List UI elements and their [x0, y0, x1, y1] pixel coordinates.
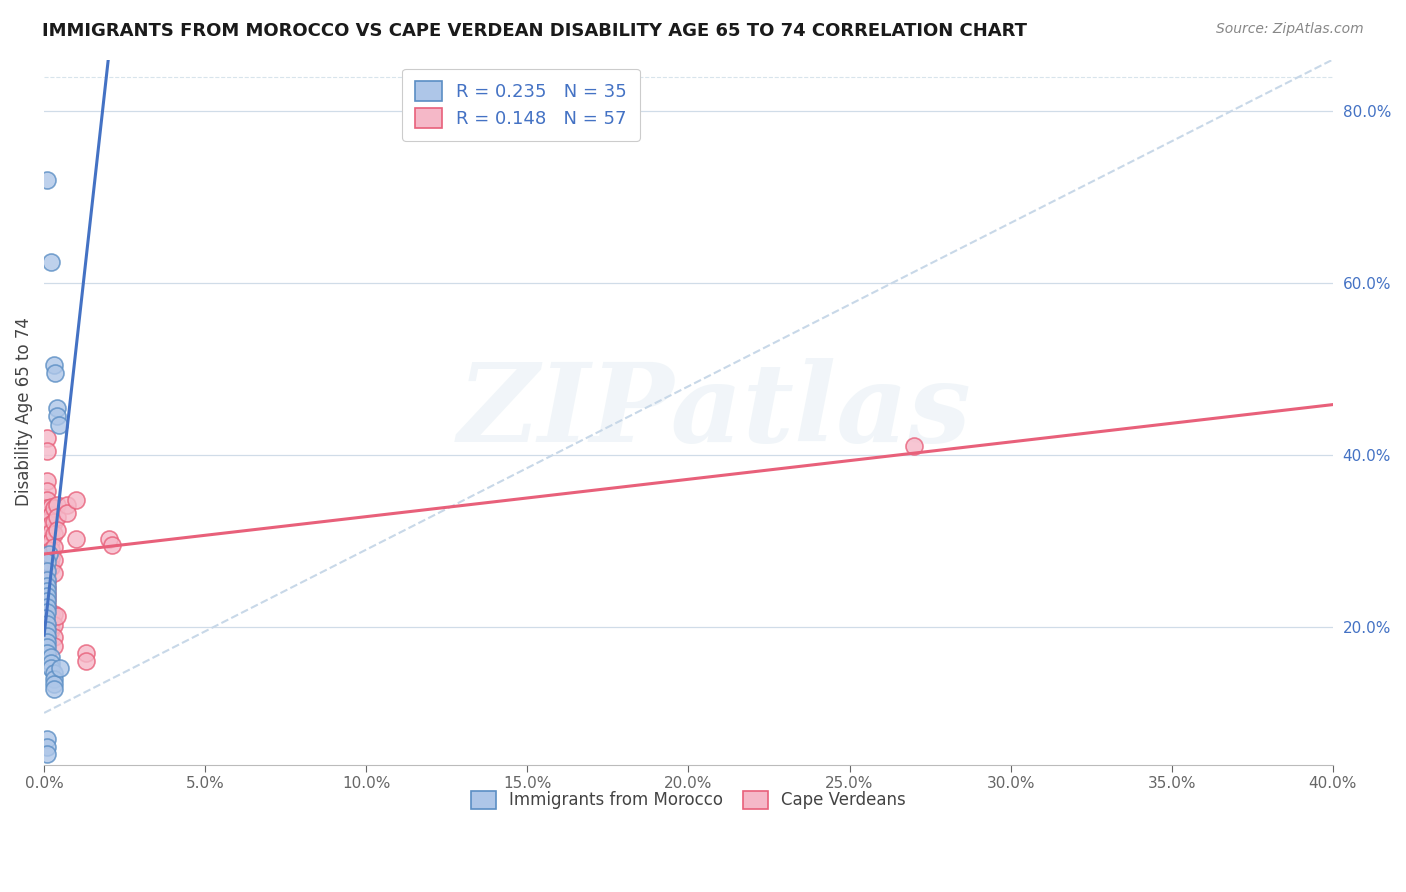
Point [37, 624, 59, 638]
Point [42, 630, 65, 644]
Point [37, 747, 59, 762]
Point [37, 173, 59, 187]
Point [37, 600, 59, 615]
Point [44, 367, 66, 381]
Point [42, 566, 65, 580]
Y-axis label: Disability Age 65 to 74: Disability Age 65 to 74 [15, 318, 32, 507]
Point [55, 507, 77, 521]
Point [42, 639, 65, 653]
Point [37, 564, 59, 578]
Point [55, 498, 77, 512]
Point [37, 575, 59, 590]
Point [37, 484, 59, 499]
Point [42, 358, 65, 372]
Point [37, 579, 59, 593]
Point [39, 516, 62, 531]
Point [42, 666, 65, 681]
Point [42, 515, 65, 529]
Point [42, 676, 65, 690]
Point [46, 523, 69, 537]
Point [37, 515, 59, 529]
Point [37, 629, 59, 643]
Point [100, 538, 122, 552]
Point [37, 731, 59, 746]
Point [37, 431, 59, 445]
Point [37, 640, 59, 654]
Point [37, 546, 59, 560]
Point [35, 611, 58, 625]
Point [37, 508, 59, 523]
Point [37, 552, 59, 566]
Point [37, 599, 59, 613]
Text: IMMIGRANTS FROM MOROCCO VS CAPE VERDEAN DISABILITY AGE 65 TO 74 CORRELATION CHAR: IMMIGRANTS FROM MOROCCO VS CAPE VERDEAN … [42, 22, 1028, 40]
Point [42, 681, 65, 696]
Point [37, 443, 59, 458]
Point [37, 605, 59, 619]
Point [42, 540, 65, 554]
Point [37, 528, 59, 542]
Point [46, 608, 69, 623]
Point [97, 533, 120, 547]
Point [39, 254, 62, 268]
Point [42, 618, 65, 632]
Point [42, 501, 65, 516]
Point [75, 646, 97, 660]
Point [39, 559, 62, 574]
Point [42, 553, 65, 567]
Point [46, 409, 69, 424]
Point [42, 527, 65, 541]
Point [37, 583, 59, 598]
Point [46, 510, 69, 524]
Point [37, 540, 59, 554]
Point [37, 573, 59, 587]
Point [39, 525, 62, 540]
Text: ZIPatlas: ZIPatlas [457, 359, 972, 466]
Point [903, 439, 925, 453]
Point [39, 623, 62, 637]
Point [39, 551, 62, 566]
Point [37, 564, 59, 578]
Point [65, 533, 87, 547]
Point [46, 498, 69, 512]
Point [39, 607, 62, 621]
Point [38, 547, 60, 561]
Point [37, 501, 59, 516]
Point [39, 656, 62, 670]
Legend: Immigrants from Morocco, Cape Verdeans: Immigrants from Morocco, Cape Verdeans [464, 784, 912, 816]
Point [49, 661, 72, 675]
Point [37, 522, 59, 536]
Point [39, 661, 62, 675]
Point [39, 534, 62, 549]
Point [37, 587, 59, 601]
Point [39, 650, 62, 665]
Point [37, 592, 59, 607]
Point [37, 594, 59, 608]
Point [37, 634, 59, 648]
Point [42, 672, 65, 686]
Point [37, 570, 59, 584]
Point [37, 474, 59, 488]
Point [37, 534, 59, 549]
Point [42, 607, 65, 621]
Point [37, 556, 59, 570]
Point [65, 492, 87, 507]
Point [48, 417, 70, 432]
Point [37, 646, 59, 660]
Point [39, 500, 62, 514]
Point [37, 740, 59, 755]
Text: Source: ZipAtlas.com: Source: ZipAtlas.com [1216, 22, 1364, 37]
Point [37, 492, 59, 507]
Point [37, 558, 59, 572]
Point [39, 508, 62, 523]
Point [35, 589, 58, 603]
Point [35, 617, 58, 632]
Point [39, 615, 62, 630]
Point [46, 401, 69, 415]
Point [37, 582, 59, 596]
Point [39, 542, 62, 557]
Point [75, 654, 97, 668]
